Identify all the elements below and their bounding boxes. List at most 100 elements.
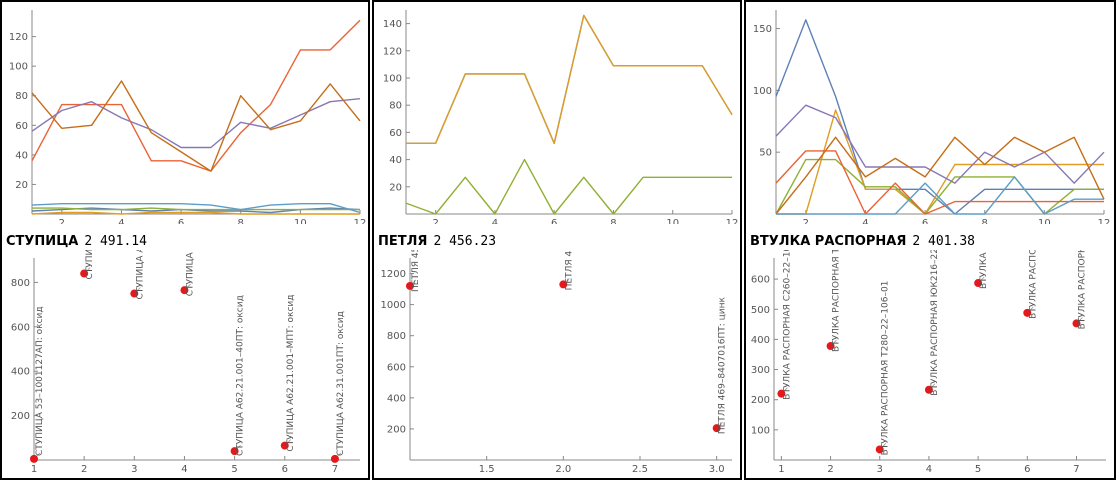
scatter-x-tick-label: 7 [332, 464, 338, 475]
line-chart-x-tick-label: 12 [1098, 218, 1111, 224]
scatter-y-tick-label: 800 [11, 278, 30, 289]
data-point [30, 454, 38, 463]
data-point [559, 280, 568, 289]
panel-stupica: 2 4 6 8 10 12 20 40 60 80 100 120 СТУПИЦА 2 491.14 1… [0, 0, 370, 480]
scatter-x-tick-label: 6 [1024, 464, 1030, 475]
scatter-x-tick-label: 1 [778, 464, 784, 475]
point-label: ВТУЛКА РАСПОРНАЯ Т280–22–106–01 [881, 281, 891, 456]
panel-title: ПЕТЛЯ 2 456.23 [378, 234, 496, 249]
data-point [230, 447, 239, 456]
line-chart-y-tick-label: 80 [389, 101, 402, 112]
series-line [776, 109, 1104, 215]
line-chart-x-tick-label: 10 [294, 218, 307, 224]
scatter-chart-vtulka: 1 2 3 4 5 6 7 100 200 300 400 500 600 ВТУЛКА РАСПОРНА… [751, 250, 1106, 475]
data-point [180, 286, 189, 295]
line-chart-y-tick-label: 80 [15, 91, 28, 102]
scatter-x-tick-label: 4 [181, 464, 187, 475]
point-label: ВТУЛКА РАСПОРНАЯ ЮК203–22–107 [1078, 250, 1088, 329]
line-chart-y-tick-label: 60 [15, 121, 28, 132]
series-line [405, 158, 732, 215]
line-chart-x-tick-label: 12 [726, 218, 739, 224]
panel-name: ВТУЛКА РАСПОРНАЯ [750, 234, 907, 249]
panel-sum: 2 456.23 [433, 234, 497, 249]
scatter-x-tick-label: 5 [975, 464, 981, 475]
panel-name: ПЕТЛЯ [378, 234, 428, 249]
line-chart-petlya: 2 4 6 8 10 12 20 40 60 80 100 120 140 [383, 10, 739, 224]
data-point [826, 342, 835, 351]
scatter-y-tick-label: 200 [387, 424, 406, 435]
scatter-x-tick-label: 6 [282, 464, 288, 475]
scatter-y-tick-label: 200 [751, 395, 770, 406]
scatter-x-tick-label: 3 [131, 464, 137, 475]
point-label: СТУПИЦА 53–1001127АП: оксид [35, 306, 45, 456]
panel-title: СТУПИЦА 2 491.14 [6, 234, 147, 249]
scatter-y-tick-label: 400 [387, 393, 406, 404]
scatter-y-tick-label: 600 [387, 362, 406, 373]
scatter-y-tick-label: 600 [11, 322, 30, 333]
point-label: ПЕТЛЯ 451А–6206014ПТ: фосфат [411, 250, 421, 292]
line-chart-x-tick-label: 2 [432, 218, 438, 224]
panel-sum: 2 491.14 [84, 234, 147, 249]
scatter-y-tick-label: 300 [751, 365, 770, 376]
scatter-x-tick-label: 7 [1073, 464, 1079, 475]
data-point [280, 441, 289, 450]
line-chart-x-tick-label: 6 [178, 218, 184, 224]
scatter-y-tick-label: 400 [11, 367, 30, 378]
point-label: СТУПИЦА А62.21.001ПТ: оксид [135, 250, 145, 299]
scatter-x-tick-label: 3.0 [709, 464, 725, 475]
line-chart-y-tick-label: 100 [9, 62, 28, 73]
line-chart-y-tick-label: 50 [759, 148, 772, 159]
scatter-y-tick-label: 1000 [381, 300, 406, 311]
series-line [776, 176, 1104, 215]
line-chart-x-tick-label: 8 [982, 218, 988, 224]
line-chart-y-tick-label: 140 [383, 19, 402, 30]
line-chart-y-tick-label: 100 [753, 86, 772, 97]
point-label: ВТУЛКА РАСПОРНАЯ ЮК216–22–107 [930, 250, 940, 396]
series-line [775, 104, 1105, 184]
line-chart-x-tick-label: 6 [551, 218, 557, 224]
series-line [31, 211, 360, 215]
line-chart-x-tick-label: 10 [1038, 218, 1051, 224]
line-chart-y-tick-label: 120 [383, 46, 402, 57]
data-point [406, 281, 414, 290]
line-chart-x-tick-label: 12 [354, 218, 367, 224]
point-label: ВТУЛКА РАСПОРНАЯ С228–22–107 [979, 250, 989, 289]
line-chart-x-tick-label: 8 [610, 218, 616, 224]
scatter-x-tick-label: 1 [31, 464, 37, 475]
scatter-y-tick-label: 100 [751, 425, 770, 436]
scatter-y-tick-label: 600 [751, 275, 770, 286]
point-label: СТУПИЦА А62.01М.001ПТ: оксид [85, 250, 95, 280]
panel-name: СТУПИЦА [6, 234, 79, 249]
point-label: СТУПИЦА А62.31.001ПТ: оксид [336, 311, 346, 456]
data-point [712, 424, 721, 433]
point-label: СТУПИЦА А62.21.001–30ПТ: оксид [185, 250, 195, 296]
point-label: ПЕТЛЯ 451А–6206028ПТ: фосфат [564, 250, 574, 290]
line-chart-y-tick-label: 20 [15, 180, 28, 191]
scatter-chart-petlya: 1.5 2.0 2.5 3.0 200 400 600 800 1000 1200 ПЕТЛЯ 45… [381, 250, 732, 475]
line-chart-y-tick-label: 120 [9, 32, 28, 43]
line-chart-x-tick-label: 2 [803, 218, 809, 224]
series-line [31, 80, 361, 172]
scatter-y-tick-label: 200 [11, 411, 30, 422]
series-line [31, 19, 361, 172]
scatter-chart-stupica: 1 2 3 4 5 6 7 200 400 600 800 СТУПИЦА 53–1001127АП:… [11, 250, 360, 475]
line-chart-x-tick-label: 10 [666, 218, 679, 224]
line-chart-stupica: 2 4 6 8 10 12 20 40 60 80 100 120 [9, 10, 367, 224]
line-chart-y-tick-label: 60 [389, 128, 402, 139]
data-point [1072, 319, 1081, 328]
line-chart-x-tick-label: 4 [492, 218, 498, 224]
scatter-x-tick-label: 1.5 [479, 464, 495, 475]
line-chart-x-tick-label: 6 [922, 218, 928, 224]
point-label: ВТУЛКА РАСПОРНАЯ Т280–22–106 [832, 250, 842, 352]
data-point [80, 269, 89, 278]
data-point [974, 279, 983, 288]
series-line [775, 136, 1105, 215]
panel-vtulka: 2 4 6 8 10 12 50 100 150 ВТУЛКА РАСПОРНАЯ 2 401.3… [744, 0, 1116, 480]
series-line [775, 158, 1104, 215]
line-chart-vtulka: 2 4 6 8 10 12 50 100 150 [753, 10, 1111, 224]
scatter-y-tick-label: 800 [387, 331, 406, 342]
data-point [330, 454, 339, 463]
point-label: СТУПИЦА А62.21.001–40ПТ: оксид [236, 295, 246, 456]
data-point [1023, 308, 1032, 317]
scatter-x-tick-label: 5 [231, 464, 237, 475]
